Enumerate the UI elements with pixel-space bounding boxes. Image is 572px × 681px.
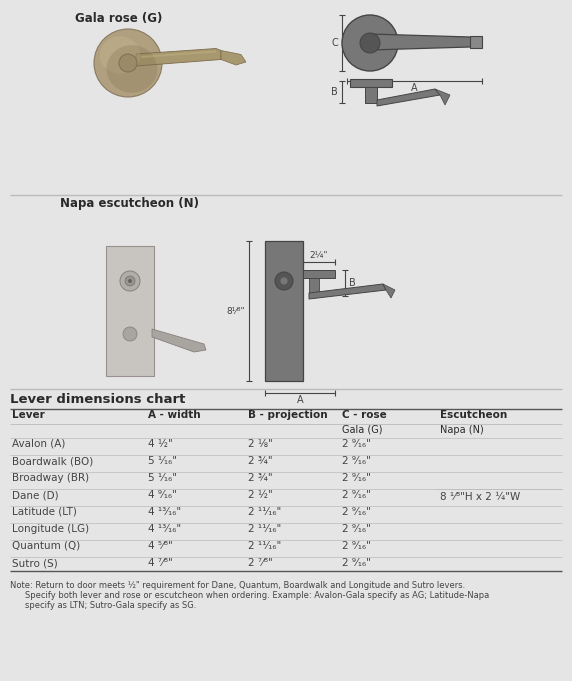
Text: Avalon (A): Avalon (A) [12,439,65,449]
FancyBboxPatch shape [106,246,154,376]
Circle shape [342,15,398,71]
Polygon shape [221,50,246,65]
Text: 2 ¹¹⁄₁₆": 2 ¹¹⁄₁₆" [248,507,281,517]
Polygon shape [136,48,221,66]
Text: Gala (G): Gala (G) [342,425,383,435]
Text: C - rose: C - rose [342,410,387,420]
Text: 2 ¾": 2 ¾" [248,473,273,483]
Text: 2 ⁹⁄₁₆": 2 ⁹⁄₁₆" [342,456,371,466]
Text: 8¹⁄⁸": 8¹⁄⁸" [227,306,245,315]
Text: 2 ⁹⁄₁₆": 2 ⁹⁄₁₆" [342,558,371,568]
Text: 4 ⁷⁄⁸": 4 ⁷⁄⁸" [148,558,173,568]
Text: Boardwalk (BO): Boardwalk (BO) [12,456,93,466]
Text: 2 ⁹⁄₁₆": 2 ⁹⁄₁₆" [342,439,371,449]
Text: 2 ¹¹⁄₁₆": 2 ¹¹⁄₁₆" [248,541,281,551]
FancyBboxPatch shape [365,87,377,103]
Text: 2 ¹¹⁄₁₆": 2 ¹¹⁄₁₆" [248,524,281,534]
Circle shape [360,33,380,53]
Circle shape [119,54,137,72]
Text: B: B [349,278,356,288]
Text: Broadway (BR): Broadway (BR) [12,473,89,483]
Polygon shape [152,329,206,352]
Ellipse shape [106,45,157,93]
Text: 5 ¹⁄₁₆": 5 ¹⁄₁₆" [148,473,177,483]
Text: Sutro (S): Sutro (S) [12,558,58,568]
Text: Lever: Lever [12,410,45,420]
FancyBboxPatch shape [350,79,392,87]
FancyBboxPatch shape [303,270,335,278]
Polygon shape [383,284,395,298]
Text: Napa (N): Napa (N) [440,425,484,435]
Text: Gala rose (G): Gala rose (G) [75,12,162,25]
Polygon shape [141,50,216,58]
Text: 2 ⁹⁄₁₆": 2 ⁹⁄₁₆" [342,473,371,483]
FancyBboxPatch shape [470,36,482,48]
Text: 2¼": 2¼" [310,251,328,260]
Text: 2 ½": 2 ½" [248,490,273,500]
Polygon shape [377,89,440,106]
Circle shape [275,272,293,290]
FancyBboxPatch shape [265,241,303,381]
Text: Specify both lever and rose or escutcheon when ordering. Example: Avalon-Gala sp: Specify both lever and rose or escutcheo… [25,591,489,600]
Polygon shape [370,34,480,50]
Text: 4 ⁹⁄₁₆": 4 ⁹⁄₁₆" [148,490,177,500]
Text: 2 ⁹⁄₁₆": 2 ⁹⁄₁₆" [342,524,371,534]
Ellipse shape [94,29,162,97]
Text: Note: Return to door meets ½" requirement for Dane, Quantum, Boardwalk and Longi: Note: Return to door meets ½" requiremen… [10,581,465,590]
Text: 8 ¹⁄⁸"H x 2 ¼"W: 8 ¹⁄⁸"H x 2 ¼"W [440,492,521,502]
Text: 2 ⁹⁄₁₆": 2 ⁹⁄₁₆" [342,507,371,517]
Text: Quantum (Q): Quantum (Q) [12,541,80,551]
Text: 2 ⁹⁄₁₆": 2 ⁹⁄₁₆" [342,541,371,551]
Text: 2 ⁷⁄⁸": 2 ⁷⁄⁸" [248,558,273,568]
Circle shape [123,327,137,341]
FancyBboxPatch shape [309,278,319,296]
Text: C: C [331,38,338,48]
Text: Latitude (LT): Latitude (LT) [12,507,77,517]
Text: 4 ½": 4 ½" [148,439,173,449]
Circle shape [128,279,132,283]
Circle shape [120,271,140,291]
Text: B - projection: B - projection [248,410,328,420]
Ellipse shape [100,36,140,74]
Polygon shape [309,284,386,299]
Text: Escutcheon: Escutcheon [440,410,507,420]
Text: 2 ¾": 2 ¾" [248,456,273,466]
Text: Longitude (LG): Longitude (LG) [12,524,89,534]
Text: Dane (D): Dane (D) [12,490,58,500]
Text: A - width: A - width [148,410,201,420]
Text: 4 ¹³⁄₁₆": 4 ¹³⁄₁₆" [148,524,181,534]
Text: 4 ⁵⁄⁸": 4 ⁵⁄⁸" [148,541,173,551]
Circle shape [125,276,135,286]
Circle shape [280,277,288,285]
Text: A: A [411,83,418,93]
Text: Napa escutcheon (N): Napa escutcheon (N) [60,197,199,210]
Text: specify as LTN; Sutro-Gala specify as SG.: specify as LTN; Sutro-Gala specify as SG… [25,601,196,610]
Polygon shape [435,89,450,105]
Text: A: A [297,395,303,405]
Text: 2 ⅛": 2 ⅛" [248,439,273,449]
Text: 4 ¹³⁄₁₆": 4 ¹³⁄₁₆" [148,507,181,517]
Text: Lever dimensions chart: Lever dimensions chart [10,393,185,406]
Text: B: B [331,87,338,97]
Text: 5 ¹⁄₁₆": 5 ¹⁄₁₆" [148,456,177,466]
Text: 2 ⁹⁄₁₆": 2 ⁹⁄₁₆" [342,490,371,500]
